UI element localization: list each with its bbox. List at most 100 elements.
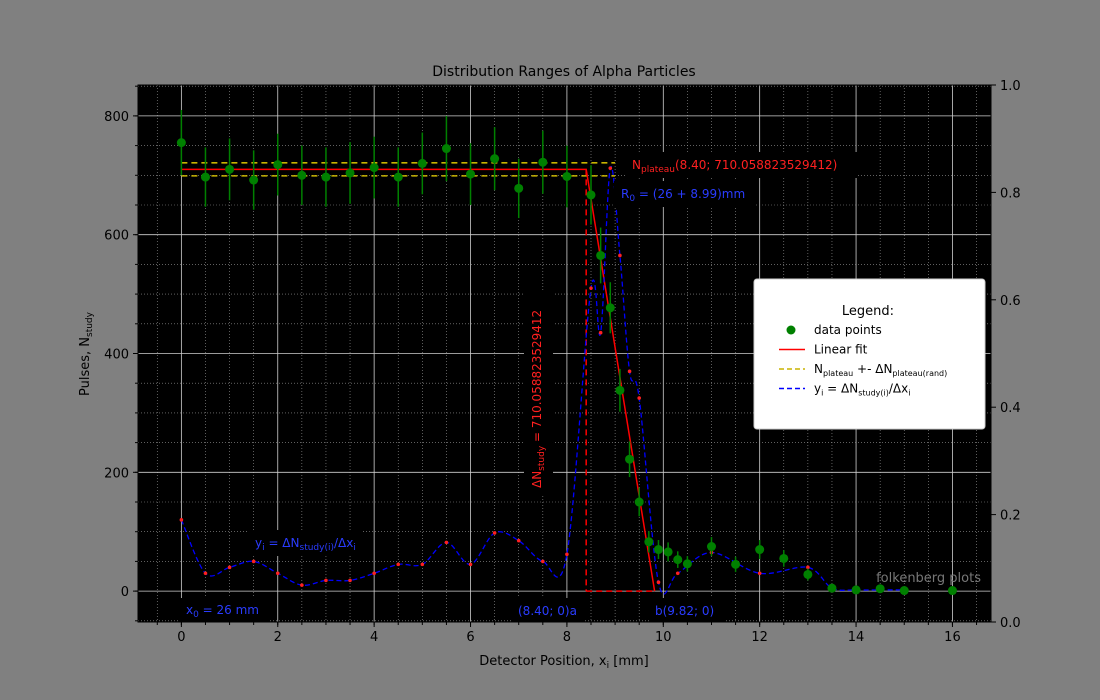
data-point: [731, 559, 741, 569]
data-point: [947, 586, 957, 596]
density-point: [468, 562, 473, 567]
density-point: [618, 253, 622, 258]
svg-text:ΔNstudy = 710.058823529412: ΔNstudy = 710.058823529412: [530, 310, 547, 488]
annotation-r0: R0 = (26 + 8.99)mm: [614, 181, 756, 207]
right-tick-label: 0.4: [1000, 401, 1021, 416]
density-point: [565, 552, 569, 557]
y-tick-label: 200: [104, 466, 129, 481]
data-point: [225, 164, 235, 174]
x-tick-label: 8: [563, 630, 571, 645]
data-point: [176, 138, 186, 148]
data-point: [586, 190, 596, 200]
data-point: [466, 169, 476, 179]
svg-text:x0 = 26 mm: x0 = 26 mm: [186, 603, 259, 620]
density-point: [251, 559, 256, 564]
x-tick-label: 12: [751, 630, 768, 645]
data-point: [297, 170, 307, 180]
density-point: [227, 565, 232, 570]
data-point: [615, 385, 625, 395]
density-point: [757, 571, 762, 576]
right-tick-label: 0.2: [1000, 509, 1021, 524]
data-point: [345, 168, 355, 178]
y-tick-label: 800: [104, 110, 129, 125]
chart-title: Distribution Ranges of Alpha Particles: [432, 64, 695, 80]
data-point: [605, 303, 615, 313]
data-point: [875, 584, 885, 594]
density-point: [598, 330, 603, 335]
data-point: [673, 555, 683, 565]
density-point: [637, 396, 641, 400]
x-tick-label: 14: [848, 630, 865, 645]
svg-text:(8.40; 0)a: (8.40; 0)a: [518, 604, 577, 618]
data-point: [625, 454, 635, 464]
density-point: [179, 518, 184, 522]
legend-title: Legend:: [842, 304, 894, 319]
data-point: [249, 175, 259, 185]
annotation-point-a: (8.40; 0)a: [513, 598, 585, 622]
data-point: [596, 250, 606, 260]
svg-text:b(9.82; 0): b(9.82; 0): [655, 604, 714, 618]
y-axis-label: Pulses, Nstudy: [78, 311, 95, 396]
x-tick-label: 4: [370, 630, 378, 645]
legend-entry-label: yi = ΔNstudy(i)/Δxi: [814, 382, 910, 398]
data-point: [562, 171, 572, 181]
data-point: [803, 569, 813, 579]
data-point: [663, 547, 673, 557]
data-point: [417, 158, 427, 168]
right-tick-label: 0.0: [1000, 616, 1021, 631]
data-point: [634, 497, 644, 507]
data-point: [899, 586, 909, 596]
data-point: [321, 172, 331, 182]
annotation-yi: yi = ΔNstudy(i)/Δxi: [249, 530, 362, 556]
annotation-delta-n: ΔNstudy = 710.058823529412: [524, 292, 553, 494]
data-point: [755, 545, 765, 555]
x-axis-label-unit: [mm]: [609, 654, 649, 669]
data-point: [441, 144, 451, 154]
data-point: [653, 545, 663, 555]
data-point: [514, 183, 524, 193]
annotation-n-plateau: Nplateau(8.40; 710.058823529412): [625, 152, 857, 178]
ticks: 0 2 4 6 8 10 12 14 16 0 200 400 600 800 0.0 0.2 0.4 0.6 0.…: [104, 79, 1021, 645]
density-point: [300, 583, 304, 587]
density-point: [675, 571, 680, 576]
svg-text:R0 = (26 + 8.99)mm: R0 = (26 + 8.99)mm: [621, 187, 745, 204]
density-point: [324, 578, 328, 583]
density-point: [627, 369, 632, 374]
density-point: [396, 562, 401, 567]
density-point: [656, 580, 661, 585]
y-tick-label: 600: [104, 229, 129, 244]
data-point: [779, 553, 789, 563]
x-tick-label: 2: [274, 630, 282, 645]
density-point: [492, 531, 497, 535]
density-point: [420, 562, 425, 567]
density-point: [444, 540, 449, 545]
density-point: [806, 565, 810, 570]
data-point: [682, 559, 692, 569]
x-tick-label: 0: [177, 630, 185, 645]
density-point: [203, 571, 208, 576]
data-point: [851, 585, 861, 595]
x-tick-label: 10: [655, 630, 672, 645]
right-tick-label: 0.6: [1000, 294, 1021, 309]
y-tick-label: 0: [121, 585, 129, 600]
density-point: [589, 286, 593, 290]
svg-text:Nplateau(8.40; 710.05882352941: Nplateau(8.40; 710.058823529412): [632, 158, 837, 175]
series-layer: [176, 109, 957, 596]
svg-text:yi = ΔNstudy(i)/Δxi: yi = ΔNstudy(i)/Δxi: [255, 536, 356, 553]
legend-entry-label: Linear fit: [814, 343, 868, 357]
legend-marker-data-points: [786, 325, 796, 335]
data-point: [393, 172, 403, 182]
x-tick-label: 6: [466, 630, 474, 645]
y-tick-label: 400: [104, 348, 129, 363]
data-point: [538, 157, 548, 167]
density-curve: [180, 165, 905, 595]
data-point: [273, 160, 283, 170]
density-point: [516, 538, 521, 543]
data-point: [200, 172, 210, 182]
data-point: [490, 154, 500, 164]
density-point: [372, 571, 376, 576]
x-axis-label: Detector Position, xi [mm]: [479, 654, 648, 671]
density-point: [608, 166, 613, 170]
legend-entry-label: data points: [814, 323, 882, 337]
